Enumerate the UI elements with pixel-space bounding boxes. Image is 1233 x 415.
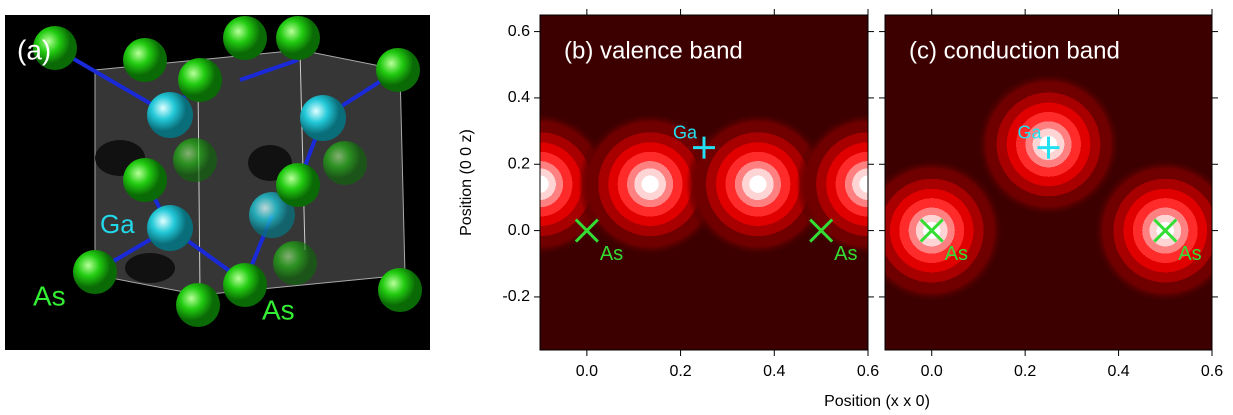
y-axis-label: Position (0 0 z) xyxy=(458,129,475,236)
atom-marker xyxy=(574,218,599,243)
x-tick-label: 0.6 xyxy=(1201,363,1223,380)
y-tick-label: 0.4 xyxy=(508,89,530,106)
x-tick-label: 0.0 xyxy=(576,363,598,380)
plot-frame xyxy=(539,14,869,351)
density-peak xyxy=(796,112,868,257)
y-tick-label: -0.2 xyxy=(502,288,530,305)
contour-field xyxy=(885,72,1212,303)
atom-marker xyxy=(1153,218,1178,243)
atom-marker xyxy=(919,218,944,243)
atom-label: As xyxy=(33,280,66,311)
y-tick-label: 0.2 xyxy=(508,155,530,172)
y-tick-label: 0.0 xyxy=(508,222,530,239)
x-tick-label: 0.0 xyxy=(921,363,943,380)
panel-title: (b) valence band xyxy=(564,37,743,64)
x-axis-label: Position (x x 0) xyxy=(824,393,930,410)
density-peak xyxy=(578,112,723,257)
x-tick-label: 0.2 xyxy=(1014,363,1036,380)
x-tick-label: 0.4 xyxy=(1107,363,1129,380)
atom-label: Ga xyxy=(100,209,135,239)
y-tick-label: 0.6 xyxy=(508,23,530,40)
atom-label: As xyxy=(262,294,295,325)
atom-label: As xyxy=(834,243,857,265)
atom-label: As xyxy=(945,243,968,265)
density-peak xyxy=(885,158,1004,303)
atom-label: As xyxy=(600,243,623,265)
plot-frame xyxy=(884,14,1213,351)
panel-title: (c) conduction band xyxy=(909,37,1120,64)
x-tick-label: 0.6 xyxy=(857,363,879,380)
contour-field xyxy=(540,112,868,257)
atom-marker xyxy=(693,136,715,159)
atom-marker xyxy=(1037,136,1060,159)
atom-marker xyxy=(809,218,834,243)
atom-label: As xyxy=(1178,243,1201,265)
crystal-panel: (a) Ga As As xyxy=(5,15,430,350)
density-peak xyxy=(1093,158,1212,303)
x-tick-label: 0.4 xyxy=(763,363,785,380)
density-peak xyxy=(685,112,830,257)
atom-label: Ga xyxy=(673,122,698,142)
x-tick-label: 0.2 xyxy=(669,363,691,380)
panel-label: (a) xyxy=(17,34,51,65)
atom-label: Ga xyxy=(1017,122,1042,142)
